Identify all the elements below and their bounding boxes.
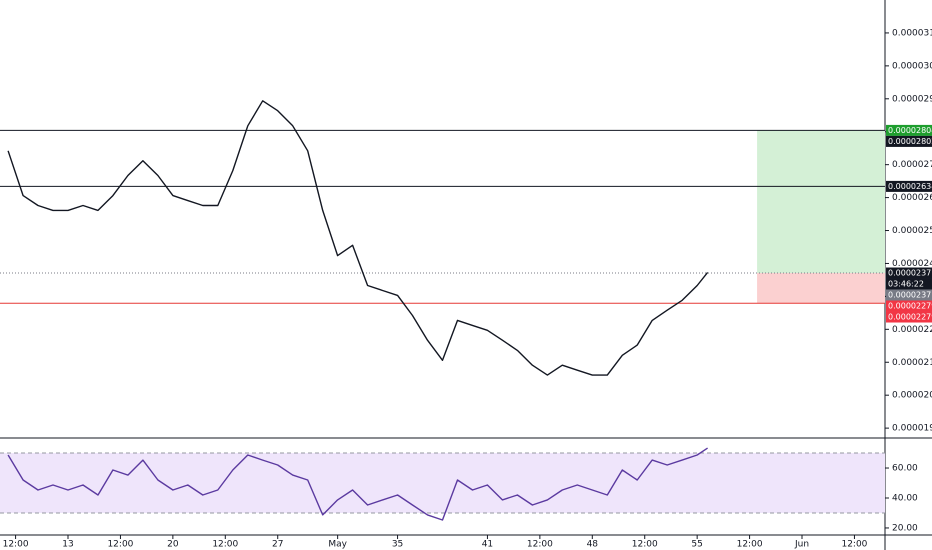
y-tick-label: 0.00002600	[892, 193, 932, 203]
x-tick-label: 27	[272, 540, 283, 550]
x-tick-label: 13	[62, 540, 73, 550]
price-label-box	[886, 135, 932, 147]
price-label: 0.00002279	[888, 313, 932, 322]
y-tick-label: 0.00002200	[892, 325, 932, 335]
price-label: 0.00002802	[888, 137, 932, 146]
x-tick-label: 12:00	[212, 540, 238, 550]
x-tick-label: 41	[482, 540, 493, 550]
y-tick-label: 0.00002900	[892, 94, 932, 104]
price-label-box	[886, 311, 932, 323]
price-label-box	[886, 289, 932, 301]
y-tick-label: 0.00002700	[892, 160, 932, 170]
x-tick-label: 12:00	[841, 540, 867, 550]
price-label: 0.00002634	[888, 182, 932, 191]
x-tick-label: 12:00	[107, 540, 133, 550]
x-tick-label: 20	[167, 540, 179, 550]
y-tick-label: 0.00003100	[892, 28, 932, 38]
price-label: 0.00002804	[888, 126, 932, 135]
price-label-box	[886, 300, 932, 312]
series-line	[7, 100, 709, 376]
y-tick-label: 60.00	[892, 464, 918, 474]
x-tick-label: Jun	[794, 540, 809, 550]
price-label: 03:46:22	[888, 280, 924, 289]
price-label-box	[886, 180, 932, 192]
x-tick-label: 12:00	[527, 540, 553, 550]
x-tick-label: 12:00	[737, 540, 763, 550]
price-label: 0.00002371	[888, 291, 932, 300]
rsi-band	[0, 453, 885, 513]
price-label: 0.00002371	[888, 269, 932, 278]
y-tick-label: 0.00003000	[892, 61, 932, 71]
y-tick-label: 0.00002000	[892, 391, 932, 401]
y-tick-label: 0.00002500	[892, 226, 932, 236]
y-tick-label: 20.00	[892, 523, 918, 533]
x-tick-label: 48	[587, 540, 599, 550]
series-line	[7, 447, 708, 521]
price-label: 0.00002279	[888, 302, 932, 311]
y-tick-label: 0.00001900	[892, 424, 932, 434]
position-profit	[757, 130, 885, 274]
price-label-box	[886, 278, 932, 290]
price-label-box	[886, 267, 932, 279]
position-loss	[757, 273, 885, 304]
x-tick-label: May	[328, 540, 347, 550]
x-tick-label: 55	[691, 540, 702, 550]
x-tick-label: 12:00	[632, 540, 658, 550]
y-tick-label: 0.00002400	[892, 259, 932, 269]
y-tick-label: 40.00	[892, 493, 918, 503]
x-tick-label: 35	[392, 540, 403, 550]
price-label-box	[886, 124, 932, 136]
x-tick-label: 12:00	[3, 540, 29, 550]
y-tick-label: 0.00002100	[892, 358, 932, 368]
